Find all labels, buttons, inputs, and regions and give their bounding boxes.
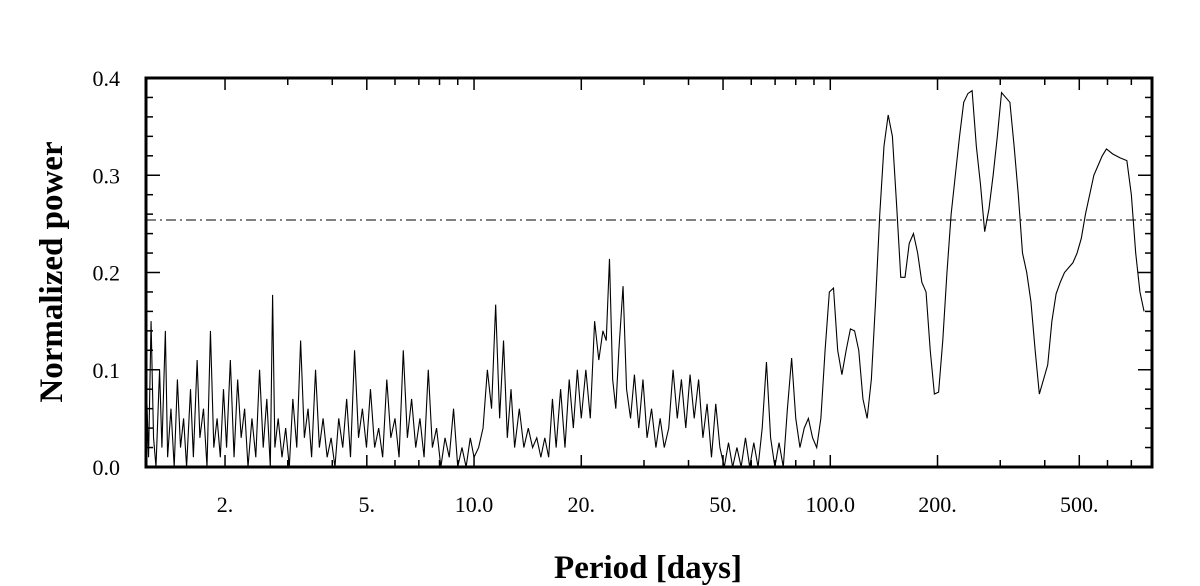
y-axis-title: Normalized power xyxy=(34,141,70,402)
plot-frame xyxy=(144,76,1154,469)
x-tick-label: 2. xyxy=(217,492,234,517)
x-tick-label: 50. xyxy=(709,492,737,517)
y-tick-label: 0.0 xyxy=(93,455,121,480)
x-tick-label: 10.0 xyxy=(455,492,494,517)
x-tick-label: 5. xyxy=(359,492,376,517)
x-tick-label: 200. xyxy=(918,492,957,517)
x-axis-title: Period [days] xyxy=(554,550,742,586)
x-tick-label: 100.0 xyxy=(806,492,856,517)
y-axis-tick-labels: 0.0 0.1 0.2 0.3 0.4 xyxy=(93,66,121,480)
axis-ticks xyxy=(146,77,1153,468)
y-tick-label: 0.3 xyxy=(93,163,121,188)
x-tick-label: 20. xyxy=(568,492,596,517)
y-tick-label: 0.4 xyxy=(93,66,121,91)
power-series-line xyxy=(145,89,1145,468)
y-tick-label: 0.1 xyxy=(93,358,121,383)
x-tick-label: 500. xyxy=(1060,492,1099,517)
y-tick-label: 0.2 xyxy=(93,261,121,286)
x-axis-tick-labels: 2. 5. 10.0 20. 50. 100.0 200. 500. xyxy=(217,492,1099,517)
